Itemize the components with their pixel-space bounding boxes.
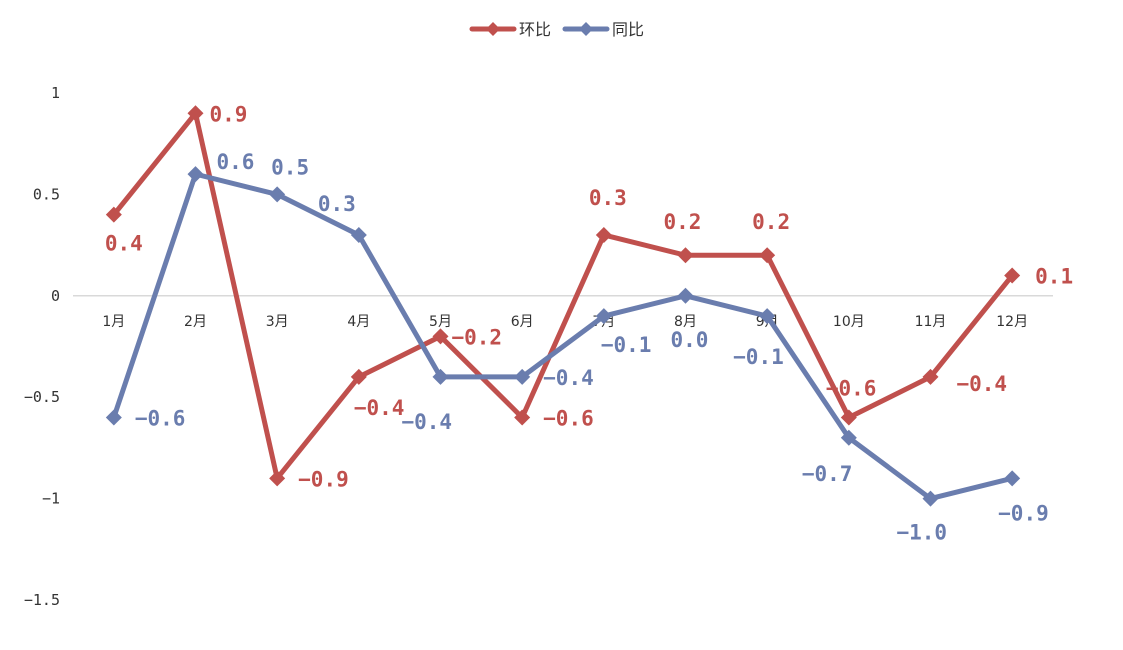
series-line: [111, 171, 1015, 502]
data-label: −0.6: [543, 406, 594, 430]
data-label: −0.4: [354, 396, 405, 420]
series-layer: [105, 105, 1021, 507]
data-label: −0.1: [601, 333, 652, 357]
data-point: [350, 226, 367, 243]
y-tick-label: 0.5: [33, 185, 60, 203]
data-label: 0.1: [1035, 265, 1073, 289]
x-tick-label: 8月: [674, 314, 697, 330]
data-label: −0.4: [957, 372, 1008, 396]
legend-label: 环比: [519, 20, 551, 39]
data-point: [840, 409, 857, 426]
x-tick-label: 12月: [996, 314, 1028, 330]
y-axis: 1 0.5 0 −0.5 −1 −1.5: [24, 84, 60, 609]
data-label: 0.2: [752, 210, 790, 234]
data-label: 0.3: [589, 186, 627, 210]
data-label: 0.3: [318, 192, 356, 216]
y-tick-label: −1: [42, 490, 60, 508]
data-point: [1004, 470, 1021, 487]
x-tick-label: 3月: [266, 314, 289, 330]
data-point: [922, 368, 939, 385]
data-point: [187, 105, 204, 122]
data-label: 0.6: [217, 150, 255, 174]
legend-swatch-marker: [486, 22, 500, 36]
y-tick-label: 1: [51, 84, 60, 102]
data-label: 0.5: [271, 155, 309, 179]
data-point: [432, 328, 449, 345]
data-label: −0.6: [826, 376, 877, 400]
series-line: [111, 110, 1015, 481]
x-tick-label: 10月: [833, 314, 865, 330]
data-label: 0.0: [671, 328, 709, 352]
data-point: [595, 308, 612, 325]
data-point: [269, 470, 286, 487]
legend: 环比 同比: [469, 20, 644, 39]
legend-item: 环比: [469, 20, 551, 39]
data-point: [840, 429, 857, 446]
data-label: −0.9: [298, 467, 349, 491]
data-label: −0.2: [452, 325, 503, 349]
data-point: [1004, 267, 1021, 284]
data-point: [677, 247, 694, 264]
data-label: −0.4: [543, 366, 594, 390]
data-label: 0.9: [210, 102, 248, 126]
legend-swatch-marker: [579, 22, 593, 36]
data-point: [105, 409, 122, 426]
x-tick-label: 11月: [915, 314, 947, 330]
legend-label: 同比: [612, 20, 644, 39]
x-tick-label: 6月: [511, 314, 534, 330]
data-label: −0.9: [998, 501, 1049, 525]
data-point: [759, 247, 776, 264]
y-tick-label: 0: [51, 287, 60, 305]
data-label: −0.4: [402, 410, 453, 434]
data-label-layer: 0.4 0.9 −0.9 −0.4 −0.2 −0.6 0.3 0.2 0.2 −0.6 −0.4 0…: [105, 102, 1073, 544]
data-label: 0.4: [105, 232, 143, 256]
x-tick-label: 2月: [184, 314, 207, 330]
data-point: [677, 287, 694, 304]
data-point: [350, 368, 367, 385]
data-point: [514, 409, 531, 426]
data-point: [759, 308, 776, 325]
y-tick-label: −1.5: [24, 591, 60, 609]
data-label: −0.1: [733, 345, 784, 369]
data-label: 0.2: [664, 210, 702, 234]
series-1: [105, 105, 1021, 487]
legend-item: 同比: [562, 20, 644, 39]
data-point: [105, 206, 122, 223]
x-tick-label: 5月: [429, 314, 452, 330]
series-2: [105, 166, 1021, 507]
x-tick-label: 1月: [102, 314, 125, 330]
data-label: −1.0: [897, 521, 948, 545]
data-point: [922, 490, 939, 507]
data-label: −0.6: [135, 406, 186, 430]
data-point: [595, 226, 612, 243]
data-label: −0.7: [802, 462, 853, 486]
data-point: [432, 368, 449, 385]
data-point: [514, 368, 531, 385]
data-point: [269, 186, 286, 203]
x-tick-label: 4月: [347, 314, 370, 330]
y-tick-label: −0.5: [24, 388, 60, 406]
data-point: [187, 166, 204, 183]
